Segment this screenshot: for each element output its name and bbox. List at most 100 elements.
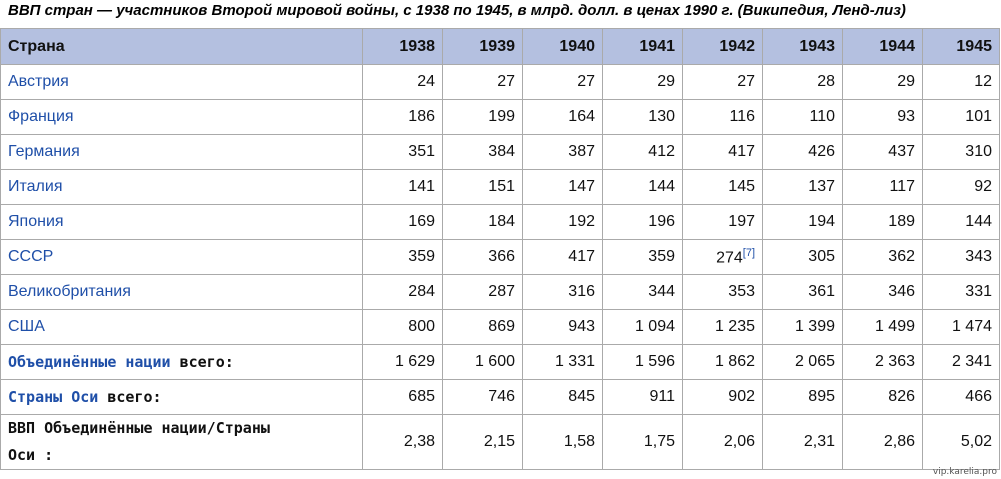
column-header-year[interactable]: 1942 [682,28,763,65]
gdp-value: 144 [965,213,992,230]
country-link[interactable]: Великобритания [8,283,131,300]
country-link[interactable]: СССР [8,248,54,265]
gdp-value-cell: 344 [602,274,683,310]
gdp-value: 27 [577,73,595,90]
allies-total-cell: 2 363 [842,344,923,380]
allies-suffix: всего: [170,352,234,371]
gdp-value: 417 [728,143,755,160]
gdp-value: 189 [888,213,915,230]
gdp-value-cell: 92 [922,169,1000,205]
gdp-value: 29 [657,73,675,90]
country-cell: Германия [0,134,363,170]
gdp-value: 943 [568,318,595,335]
axis-total-cell: 746 [442,379,523,415]
axis-total-cell: 845 [522,379,603,415]
country-row: Италия 141 151 147 144 145 137 117 92 [0,169,1000,205]
gdp-value-cell: 196 [602,204,683,240]
gdp-value-cell: 387 [522,134,603,170]
allies-link[interactable]: Объединённые нации [8,352,171,371]
gdp-value: 27 [737,73,755,90]
gdp-value-cell: 144 [922,204,1000,240]
country-link[interactable]: США [8,318,45,335]
header-row: Страна 1938 1939 1940 1941 1942 1943 194… [0,28,1000,65]
gdp-value-cell: 437 [842,134,923,170]
gdp-value-cell: 169 [362,204,443,240]
axis-suffix: всего: [98,387,162,406]
gdp-value: 387 [568,143,595,160]
reference-link[interactable]: [7] [742,246,755,259]
gdp-value: 145 [728,178,755,195]
gdp-value: 197 [728,213,755,230]
allies-total-cell: 1 596 [602,344,683,380]
axis-link[interactable]: Страны Оси [8,387,99,406]
gdp-value: 305 [808,248,835,265]
gdp-value: 29 [897,73,915,90]
gdp-value: 1 235 [714,318,755,335]
gdp-value: 199 [488,108,515,125]
gdp-value-cell: 353 [682,274,763,310]
gdp-value-cell: 137 [762,169,843,205]
axis-total-row: Страны Оси всего: 685 746 845 911 902 89… [0,379,1000,415]
axis-total-cell: 902 [682,379,763,415]
gdp-value-cell: 287 [442,274,523,310]
column-header-year[interactable]: 1938 [362,28,443,65]
country-cell: Италия [0,169,363,205]
country-link[interactable]: Италия [8,178,63,195]
gdp-value-cell: 189 [842,204,923,240]
ratio-row: ВВП Объединённые нации/Страны Оси : 2,38 … [0,414,1000,470]
gdp-value-cell: 351 [362,134,443,170]
ratio-cell: 5,02 [922,414,1000,470]
gdp-value-cell: 426 [762,134,843,170]
axis-total-cell: 895 [762,379,843,415]
gdp-value: 137 [808,178,835,195]
gdp-value: 1 094 [634,318,675,335]
gdp-value-cell: 362 [842,239,923,275]
gdp-value-cell: 197 [682,204,763,240]
gdp-value-cell: 116 [682,99,763,135]
column-header-country[interactable]: Страна [0,28,363,65]
axis-total-label: Страны Оси всего: [0,379,363,415]
gdp-value-cell: 27 [522,64,603,100]
gdp-value-cell: 145 [682,169,763,205]
gdp-value: 194 [808,213,835,230]
gdp-value-cell: 27 [442,64,523,100]
allies-total-cell: 2 341 [922,344,1000,380]
country-link[interactable]: Австрия [8,73,69,90]
gdp-value-cell: 305 [762,239,843,275]
gdp-value: 28 [817,73,835,90]
gdp-value-cell: 800 [362,309,443,345]
country-cell: Австрия [0,64,363,100]
country-cell: США [0,309,363,345]
column-header-year[interactable]: 1940 [522,28,603,65]
gdp-value: 196 [648,213,675,230]
allies-total-cell: 1 629 [362,344,443,380]
gdp-value: 24 [417,73,435,90]
gdp-value-cell: 117 [842,169,923,205]
gdp-value-cell: 384 [442,134,523,170]
gdp-value-cell: 141 [362,169,443,205]
gdp-value-cell: 151 [442,169,523,205]
column-header-year[interactable]: 1941 [602,28,683,65]
gdp-value: 384 [488,143,515,160]
gdp-value: 141 [408,178,435,195]
gdp-value-cell: 29 [602,64,683,100]
gdp-value-cell: 199 [442,99,523,135]
column-header-year[interactable]: 1944 [842,28,923,65]
gdp-value-cell: 1 399 [762,309,843,345]
allies-total-cell: 2 065 [762,344,843,380]
column-header-year[interactable]: 1943 [762,28,843,65]
gdp-value-cell: 417 [682,134,763,170]
country-cell: СССР [0,239,363,275]
ratio-label-line1: ВВП Объединённые нации/Страны [8,419,270,437]
gdp-value-cell: 417 [522,239,603,275]
country-link[interactable]: Германия [8,143,80,160]
column-header-year[interactable]: 1945 [922,28,1000,65]
country-link[interactable]: Япония [8,213,64,230]
gdp-value-cell: 101 [922,99,1000,135]
table-caption: ВВП стран — участников Второй мировой во… [8,2,906,19]
country-link[interactable]: Франция [8,108,74,125]
column-header-year[interactable]: 1939 [442,28,523,65]
ratio-cell: 2,86 [842,414,923,470]
gdp-value-cell: 24 [362,64,443,100]
ratio-cell: 1,75 [602,414,683,470]
